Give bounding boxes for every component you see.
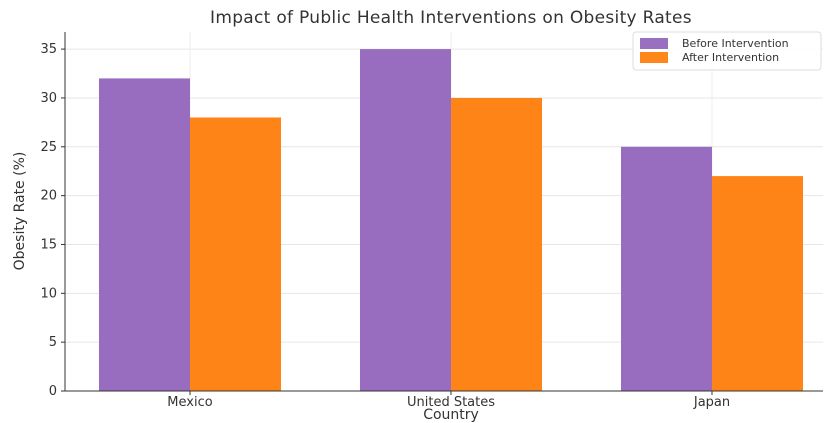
y-axis-label: Obesity Rate (%) [12,152,28,271]
legend-box [632,31,822,71]
bar-after-united-states [451,97,542,391]
y-tick-label: 20 [40,189,57,204]
x-axis-label: Country [423,407,479,423]
x-tick-label: Japan [693,395,730,410]
chart-title: Impact of Public Health Interventions on… [210,8,692,28]
y-tick-label: 10 [40,286,57,301]
bars-layer [99,49,803,391]
y-tick-label: 0 [49,384,57,399]
legend-swatch-before [640,38,668,49]
legend: Before Intervention After Intervention [632,31,822,71]
x-axis-ticks: Mexico United States Japan [167,391,730,410]
bar-after-japan [712,176,803,391]
y-tick-label: 15 [40,237,57,252]
bar-before-japan [621,146,712,391]
x-tick-label: Mexico [167,395,212,410]
bar-after-mexico [190,117,281,391]
y-axis-ticks: 0 5 10 15 20 25 30 35 [40,42,65,399]
bar-before-mexico [99,78,190,391]
y-tick-label: 25 [40,140,57,155]
legend-swatch-after [640,52,668,63]
y-tick-label: 5 [49,335,57,350]
bar-before-united-states [360,49,451,391]
x-tick-label: United States [407,395,495,410]
legend-label-after: After Intervention [682,51,779,64]
y-tick-label: 30 [40,91,57,106]
legend-label-before: Before Intervention [682,37,789,50]
y-tick-label: 35 [40,42,57,57]
